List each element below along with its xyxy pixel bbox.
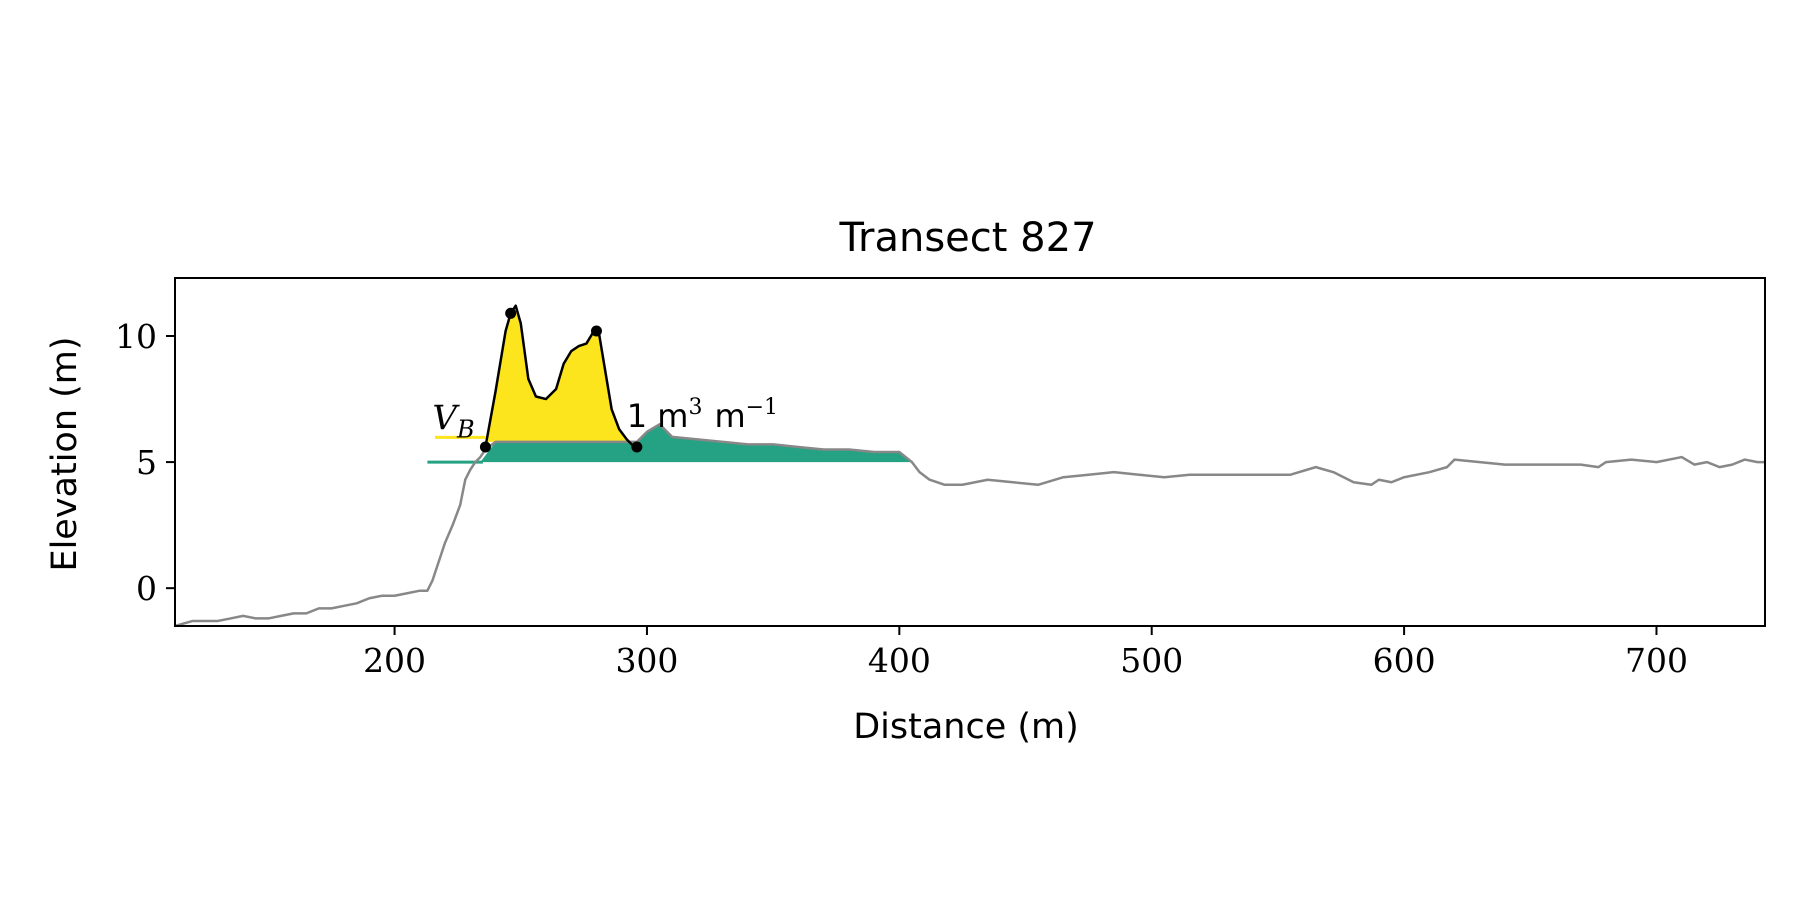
data-point-3	[631, 441, 643, 453]
x-tick-label: 300	[615, 641, 678, 680]
annotation-volume: 1 m3 m−1	[627, 395, 778, 435]
y-tick-label: 0	[136, 569, 157, 608]
y-tick-label: 5	[136, 443, 157, 482]
chart-title: Transect 827	[838, 215, 1096, 261]
data-point-2	[590, 325, 602, 337]
data-point-1	[505, 307, 517, 319]
data-point-0	[479, 441, 491, 453]
y-axis-label: Elevation (m)	[45, 336, 85, 571]
y-tick-label: 10	[115, 317, 157, 356]
plot-area: VB 1 m3 m−1	[174, 304, 1765, 628]
annotation-vb: VB	[432, 398, 474, 443]
x-tick-label: 600	[1373, 641, 1436, 680]
x-axis-label: Distance (m)	[853, 707, 1079, 747]
x-tick-label: 700	[1625, 641, 1688, 680]
x-tick-label: 200	[363, 641, 426, 680]
x-tick-label: 400	[868, 641, 931, 680]
plot-frame	[174, 277, 1766, 627]
x-tick-label: 500	[1120, 641, 1183, 680]
area-series-1	[480, 424, 912, 463]
line-series-0	[174, 423, 1765, 628]
axis-ticks: 200 300 400 500 600 700 0 5 10	[115, 317, 1688, 680]
